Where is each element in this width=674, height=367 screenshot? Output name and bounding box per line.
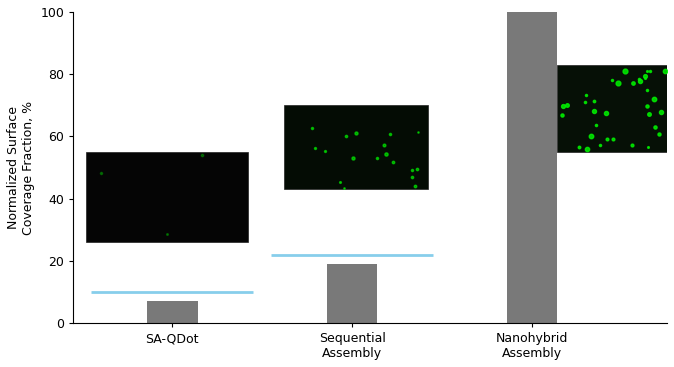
Bar [327,264,377,323]
Bar [86,152,248,242]
Bar [507,12,557,323]
Bar [284,105,428,189]
Bar [147,301,197,323]
Bar [557,65,673,152]
Y-axis label: Normalized Surface
Coverage Fraction, %: Normalized Surface Coverage Fraction, % [7,101,35,235]
